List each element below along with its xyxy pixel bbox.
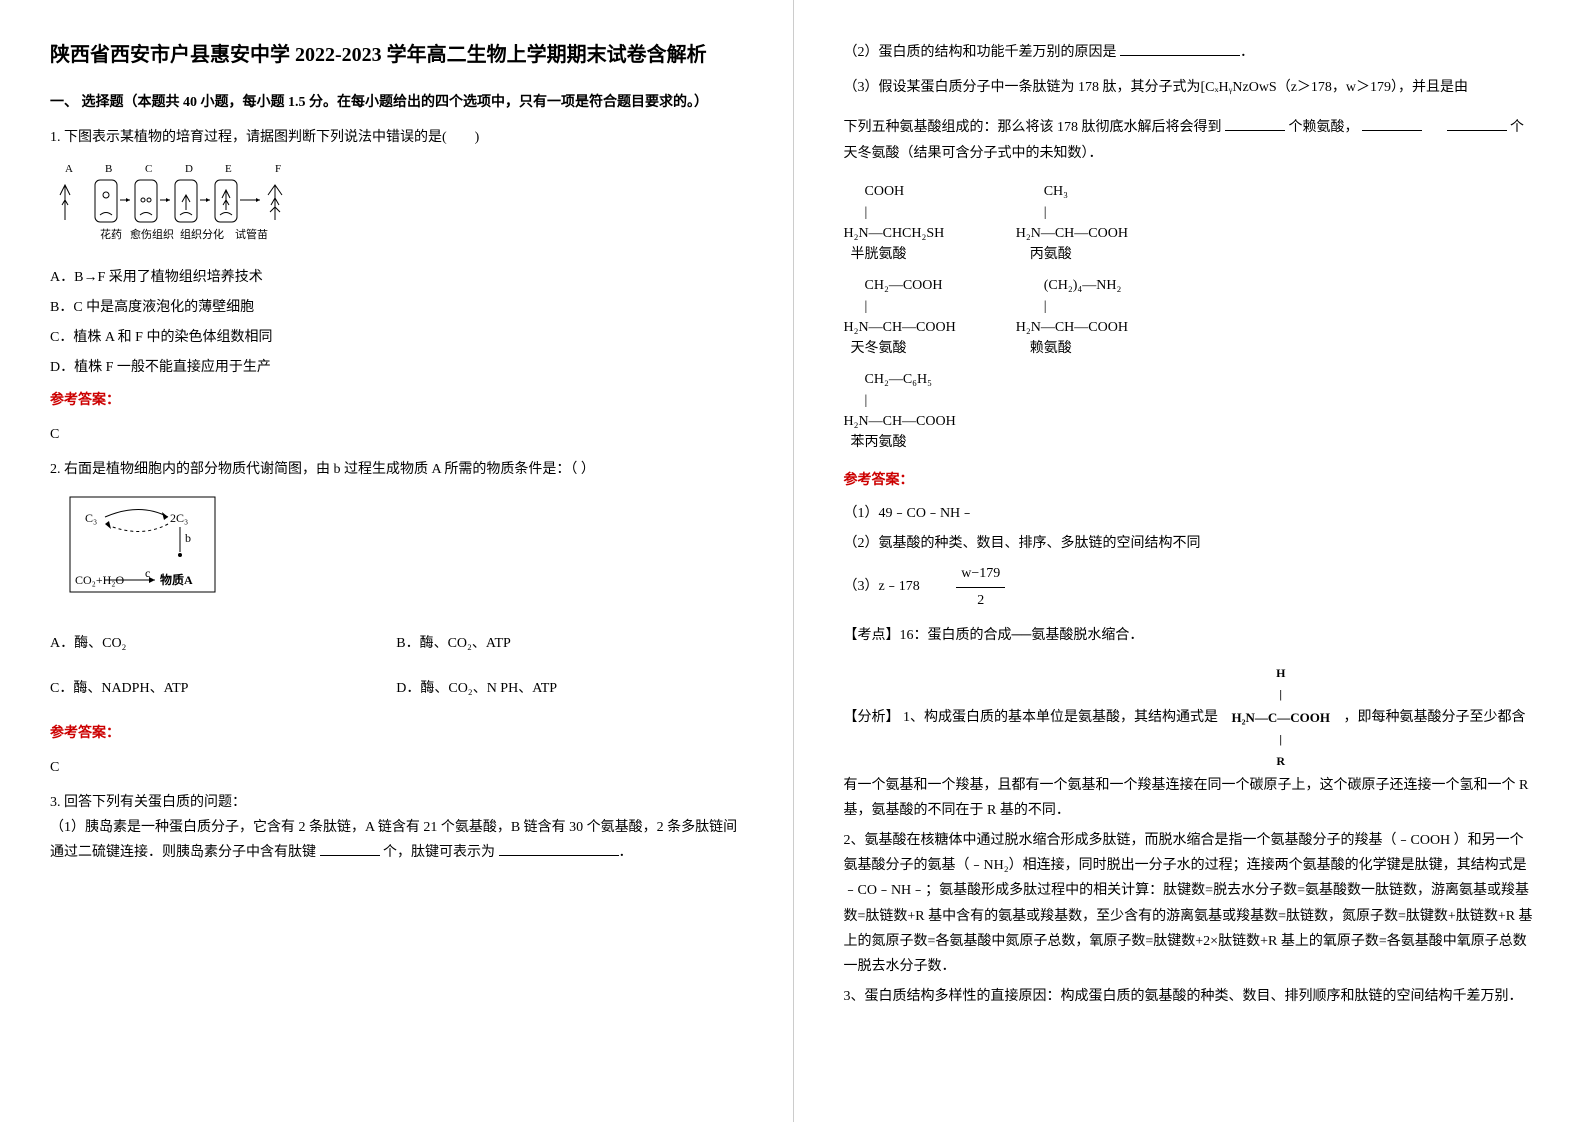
struct-formula: H | H₂N—C—COOH | R bbox=[1232, 663, 1331, 773]
q2-opt-b: B．酶、CO₂、ATP bbox=[396, 631, 742, 656]
svg-text:愈伤组织: 愈伤组织 bbox=[130, 227, 174, 241]
q2-answer-label: 参考答案： bbox=[50, 721, 743, 746]
svg-text:B: B bbox=[105, 163, 112, 175]
q2-opt-a: A．酶、CO₂ bbox=[50, 631, 396, 656]
q1-text: 1. 下图表示某植物的培育过程，请据图判断下列说法中错误的是( ) bbox=[50, 125, 743, 150]
q2-diagram: C₃ 2C₃ b c CO₂+H₂O 物质A bbox=[50, 492, 743, 611]
q2-options-row2: C．酶、NADPH、ATP D．酶、CO₂、N PH、ATP bbox=[50, 676, 743, 701]
q1-answer: C bbox=[50, 422, 743, 447]
q1-opt-b: B．C 中是高度液泡化的薄壁细胞 bbox=[50, 295, 743, 320]
question-1: 1. 下图表示某植物的培育过程，请据图判断下列说法中错误的是( ) A B C … bbox=[50, 125, 743, 447]
svg-text:2C₃: 2C₃ bbox=[170, 511, 188, 525]
q1-options: A．B→F 采用了植物组织培养技术 B．C 中是高度液泡化的薄壁细胞 C．植株 … bbox=[50, 265, 743, 381]
svg-text:试管苗: 试管苗 bbox=[235, 227, 268, 241]
q2-options-row1: A．酶、CO₂ B．酶、CO₂、ATP bbox=[50, 631, 743, 656]
svg-text:C₃: C₃ bbox=[85, 511, 97, 525]
page-title: 陕西省西安市户县惠安中学 2022-2023 学年高二生物上学期期末试卷含解析 bbox=[50, 40, 743, 70]
fenxi-p3: 3、蛋白质结构多样性的直接原因：构成蛋白质的氨基酸的种类、数目、排列顺序和肽链的… bbox=[844, 984, 1538, 1009]
svg-text:CO₂+H₂O: CO₂+H₂O bbox=[75, 573, 124, 587]
fenxi-p1: 【分析】 1、构成蛋白质的基本单位是氨基酸，其结构通式是 H | H₂N—C—C… bbox=[844, 663, 1538, 823]
svg-text:物质A: 物质A bbox=[160, 572, 193, 587]
q1-opt-d: D．植株 F 一般不能直接应用于生产 bbox=[50, 355, 743, 380]
svg-text:花药: 花药 bbox=[100, 228, 122, 241]
q3-answer2: （2）氨基酸的种类、数目、排序、多肽链的空间结构不同 bbox=[844, 531, 1538, 556]
q1-opt-a: A．B→F 采用了植物组织培养技术 bbox=[50, 265, 743, 290]
question-2: 2. 右面是植物细胞内的部分物质代谢简图，由 b 过程生成物质 A 所需的物质条… bbox=[50, 457, 743, 780]
left-column: 陕西省西安市户县惠安中学 2022-2023 学年高二生物上学期期末试卷含解析 … bbox=[0, 0, 794, 1122]
amino-acids-block: COOH | H₂N—CHCH₂SH 半胱氨酸 CH₃ | H₂N—CH—COO… bbox=[844, 181, 1538, 453]
q3-sub3a: （3）假设某蛋白质分子中一条肽链为 178 肽，其分子式为[CₓHᵧNzOwS（… bbox=[844, 75, 1538, 100]
q2-opt-d: D．酶、CO₂、N PH、ATP bbox=[396, 676, 742, 701]
blank bbox=[1225, 117, 1285, 131]
q3-sub3b: 下列五种氨基酸组成的：那么将该 178 肽彻底水解后将会得到 个赖氨酸， 个天冬… bbox=[844, 115, 1538, 165]
q3-answer1: （1）49﹣CO﹣NH﹣ bbox=[844, 501, 1538, 526]
fenxi-p2: 2、氨基酸在核糖体中通过脱水缩合形成多肽链，而脱水缩合是指一个氨基酸分子的羧基（… bbox=[844, 828, 1538, 979]
blank bbox=[320, 842, 380, 856]
q3-answer3: （3）z﹣178 w−179 2 bbox=[844, 561, 1538, 612]
q2-text: 2. 右面是植物细胞内的部分物质代谢简图，由 b 过程生成物质 A 所需的物质条… bbox=[50, 457, 743, 482]
q3-sub2: （2）蛋白质的结构和功能千差万别的原因是 ． bbox=[844, 40, 1538, 65]
q3-sub1: （1）胰岛素是一种蛋白质分子，它含有 2 条肽链，A 链含有 21 个氨基酸，B… bbox=[50, 815, 743, 865]
svg-text:D: D bbox=[185, 163, 193, 175]
svg-text:组织分化: 组织分化 bbox=[180, 227, 224, 241]
blank bbox=[1447, 117, 1507, 131]
blank bbox=[1362, 117, 1422, 131]
right-column: （2）蛋白质的结构和功能千差万别的原因是 ． （3）假设某蛋白质分子中一条肽链为… bbox=[794, 0, 1587, 1122]
svg-text:b: b bbox=[185, 531, 191, 545]
svg-text:C: C bbox=[145, 163, 152, 175]
q2-opt-c: C．酶、NADPH、ATP bbox=[50, 676, 396, 701]
svg-text:A: A bbox=[65, 163, 73, 175]
svg-text:E: E bbox=[225, 163, 232, 175]
q1-answer-label: 参考答案： bbox=[50, 388, 743, 413]
fraction: w−179 2 bbox=[956, 561, 1005, 612]
kaodian: 【考点】16：蛋白质的合成──氨基酸脱水缩合． bbox=[844, 623, 1538, 648]
svg-text:F: F bbox=[275, 163, 281, 175]
q3-text: 3. 回答下列有关蛋白质的问题： bbox=[50, 790, 743, 815]
section-header: 一、 选择题（本题共 40 小题，每小题 1.5 分。在每小题给出的四个选项中，… bbox=[50, 90, 743, 115]
question-3: 3. 回答下列有关蛋白质的问题： （1）胰岛素是一种蛋白质分子，它含有 2 条肽… bbox=[50, 790, 743, 866]
q1-opt-c: C．植株 A 和 F 中的染色体组数相同 bbox=[50, 325, 743, 350]
blank bbox=[1120, 42, 1240, 56]
blank bbox=[499, 842, 619, 856]
q3-answer-label: 参考答案： bbox=[844, 468, 1538, 493]
q1-diagram: A B C D E F bbox=[50, 160, 743, 254]
q2-answer: C bbox=[50, 755, 743, 780]
